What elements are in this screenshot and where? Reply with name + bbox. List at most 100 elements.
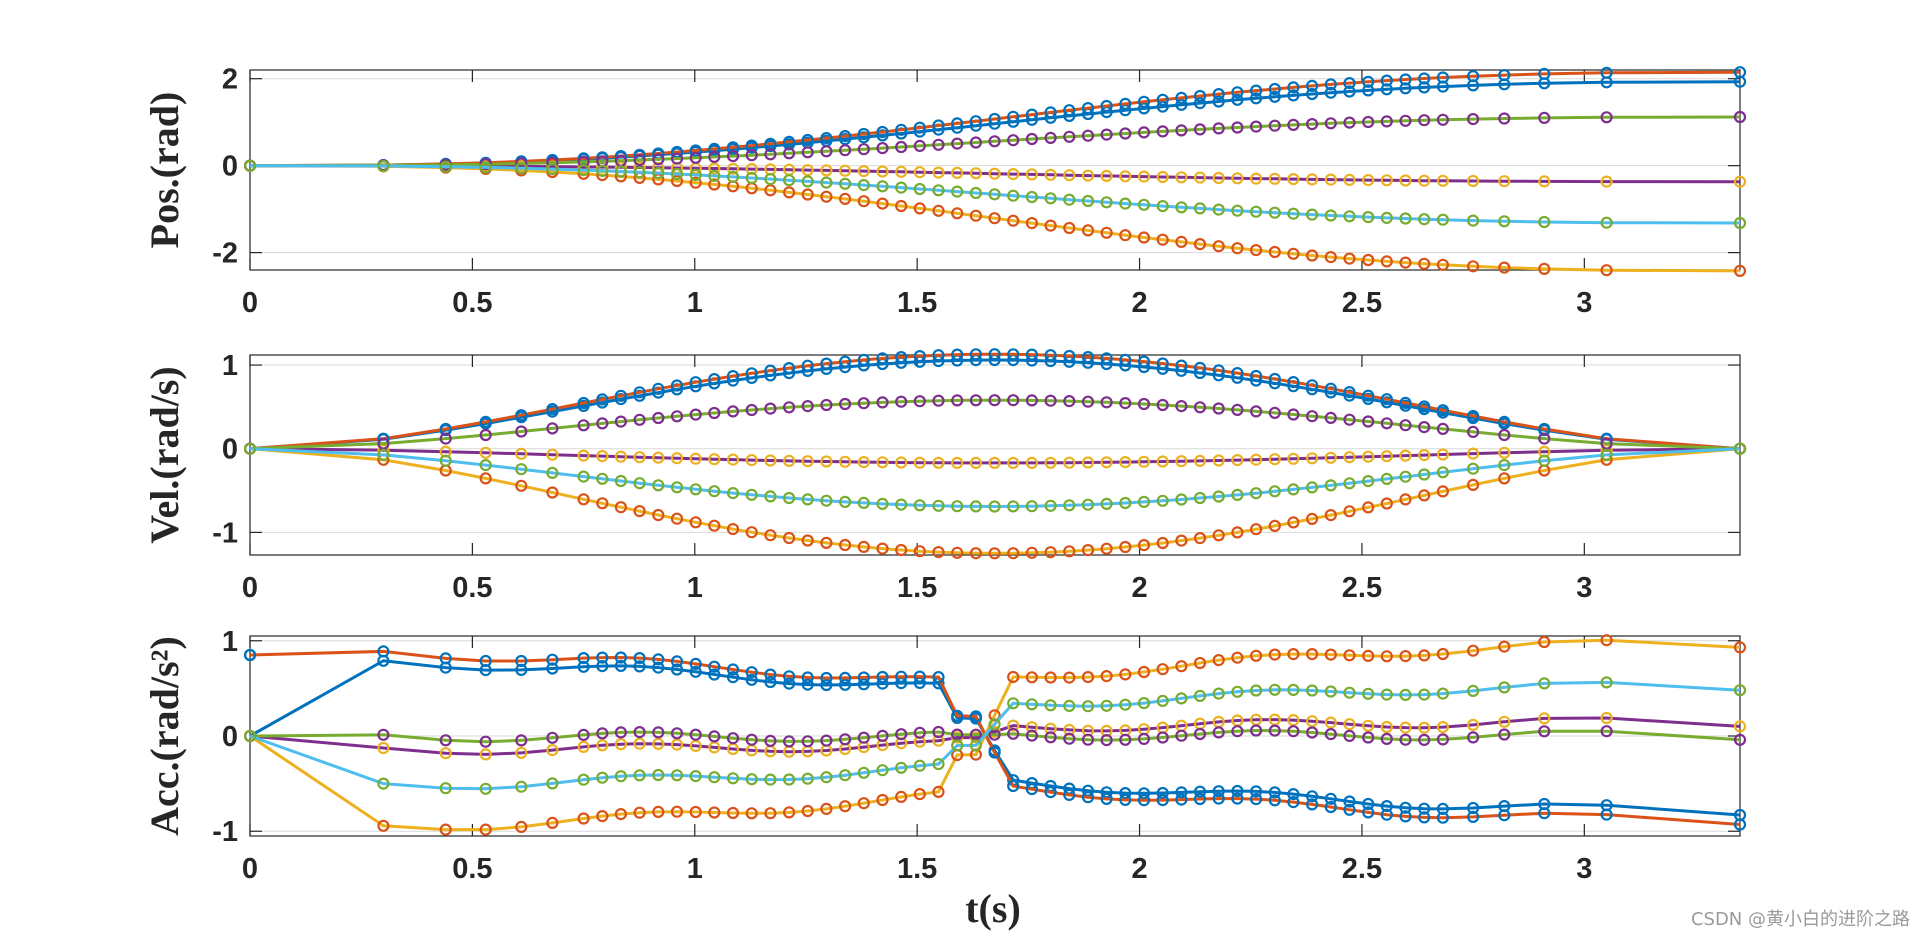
data-point (1137, 665, 1151, 679)
data-point (1175, 201, 1188, 214)
data-point (1044, 499, 1057, 512)
data-point (1193, 123, 1207, 136)
data-point (515, 409, 528, 422)
data-point (1418, 688, 1431, 701)
data-point (1249, 205, 1263, 218)
x-tick-label: 2.5 (1342, 853, 1382, 885)
data-point (951, 546, 964, 559)
data-point (1249, 369, 1263, 383)
y-tick-label: -1 (212, 517, 238, 549)
data-point (1193, 792, 1207, 806)
y-tick-label: 0 (222, 151, 238, 183)
data-point (244, 648, 257, 662)
data-point (689, 739, 702, 753)
data-point (633, 413, 646, 426)
data-point (1418, 449, 1431, 462)
data-point (1380, 472, 1393, 485)
data-point (838, 355, 852, 368)
data-point (932, 734, 945, 747)
data-point (745, 367, 758, 380)
data-point (670, 152, 684, 165)
data-point (670, 805, 684, 818)
data-point (1343, 729, 1356, 743)
data-point (801, 671, 814, 684)
series-J5 (244, 110, 1747, 172)
data-point (1137, 231, 1151, 244)
data-point (1380, 808, 1393, 821)
data-point (1362, 115, 1375, 129)
data-point (1268, 519, 1281, 533)
data-point (895, 165, 908, 178)
x-tick-label: 0.5 (452, 572, 492, 604)
data-point (1025, 782, 1039, 796)
data-point (1380, 115, 1393, 128)
data-point (1156, 494, 1169, 507)
data-point (857, 143, 870, 156)
data-point (820, 357, 833, 370)
data-point (1305, 790, 1319, 803)
data-point (1305, 715, 1319, 728)
data-point (1100, 733, 1113, 747)
data-point (1733, 733, 1747, 746)
data-point (1733, 442, 1747, 455)
data-point (1081, 351, 1095, 364)
data-point (1324, 716, 1337, 729)
data-point (1212, 490, 1225, 503)
data-point (1175, 359, 1188, 372)
data-point (1287, 376, 1300, 389)
data-point (1119, 170, 1132, 183)
data-point (1175, 98, 1188, 111)
data-point (838, 177, 852, 190)
data-point (1044, 394, 1057, 407)
data-point (1362, 389, 1375, 402)
data-point (1025, 546, 1039, 559)
data-point (1025, 721, 1039, 734)
data-point (801, 455, 814, 468)
data-point (1007, 214, 1020, 227)
data-point (1063, 169, 1076, 182)
data-point (1137, 794, 1151, 807)
data-point (1063, 545, 1076, 558)
data-point (745, 673, 758, 686)
data-point (857, 456, 870, 469)
data-point (820, 145, 833, 158)
data-point (726, 772, 740, 785)
data-point (857, 127, 870, 141)
x-tick-label: 0.5 (452, 853, 492, 885)
x-tick-label: 3 (1576, 287, 1592, 319)
data-point (1380, 393, 1393, 406)
data-point (377, 448, 390, 461)
data-point (1362, 719, 1375, 732)
data-point (244, 159, 257, 172)
x-tick-label: 2 (1131, 572, 1147, 604)
data-point (895, 761, 908, 774)
data-point (1733, 216, 1747, 230)
data-point (1231, 172, 1244, 185)
data-point (1212, 122, 1225, 135)
data-point (708, 730, 721, 743)
data-point (969, 136, 983, 149)
data-point (1733, 684, 1747, 697)
data-point (1007, 168, 1020, 181)
data-point (726, 141, 740, 154)
data-point (1044, 131, 1057, 144)
x-tick-label: 2.5 (1342, 572, 1382, 604)
data-point (1137, 170, 1151, 183)
data-point (1600, 216, 1613, 229)
x-tick-label: 0 (242, 287, 258, 319)
data-point (1399, 73, 1412, 86)
data-point (1418, 421, 1431, 434)
data-point (876, 764, 889, 777)
data-point (1538, 111, 1551, 125)
data-point (1362, 475, 1375, 488)
data-point (820, 398, 833, 412)
data-point (745, 454, 758, 467)
data-point (1137, 696, 1151, 710)
data-point (1100, 699, 1113, 712)
data-point (596, 417, 609, 430)
series-J4 (244, 711, 1747, 761)
data-point (1305, 410, 1319, 423)
data-point (1418, 649, 1431, 662)
y-tick-label: -2 (212, 238, 238, 270)
data-point (1063, 456, 1076, 469)
